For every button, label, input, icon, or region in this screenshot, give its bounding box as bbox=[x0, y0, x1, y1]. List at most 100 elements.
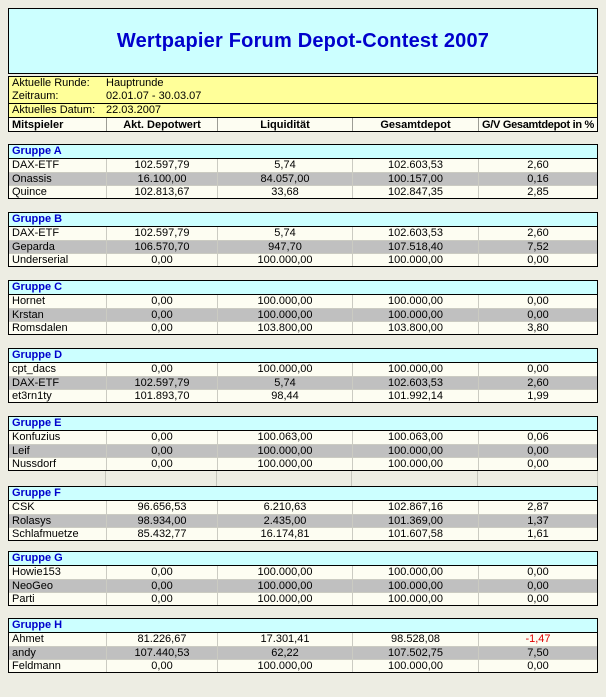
player-cell: Ahmet bbox=[12, 633, 44, 645]
depotwert-cell: 102.597,79 bbox=[106, 227, 217, 240]
gv-cell: 0,00 bbox=[478, 593, 597, 605]
table-row: Quince 102.813,67 33,68 102.847,35 2,85 bbox=[9, 185, 597, 198]
group-name: Gruppe A bbox=[12, 145, 62, 157]
column-header-gv: G/V Gesamtdepot in % bbox=[478, 118, 597, 131]
table-row: CSK 96.656,53 6.210,63 102.867,16 2,87 bbox=[9, 501, 597, 514]
liquiditaet-cell: 98,44 bbox=[217, 390, 352, 402]
depotwert-cell: 102.597,79 bbox=[106, 377, 217, 389]
depotwert-cell: 16.100,00 bbox=[106, 173, 217, 185]
liquiditaet-cell: 100.000,00 bbox=[217, 458, 352, 470]
table-row: Underserial 0,00 100.000,00 100.000,00 0… bbox=[9, 253, 597, 266]
gv-cell: 2,60 bbox=[478, 159, 597, 172]
player-cell: Geparda bbox=[12, 241, 55, 253]
group-d: Gruppe D cpt_dacs 0,00 100.000,00 100.00… bbox=[8, 348, 598, 403]
group-f: Gruppe F CSK 96.656,53 6.210,63 102.867,… bbox=[8, 486, 598, 541]
player-cell: et3rn1ty bbox=[12, 390, 52, 402]
group-a: Gruppe A DAX-ETF 102.597,79 5,74 102.603… bbox=[8, 144, 598, 199]
gesamtdepot-cell: 100.000,00 bbox=[352, 580, 478, 592]
player-cell: Krstan bbox=[12, 309, 44, 321]
gesamtdepot-cell: 107.502,75 bbox=[352, 647, 478, 659]
info-block-date: Aktuelles Datum: 22.03.2007 bbox=[8, 103, 598, 118]
depotwert-cell: 0,00 bbox=[106, 363, 217, 376]
gesamtdepot-cell: 107.518,40 bbox=[352, 241, 478, 253]
player-cell: DAX-ETF bbox=[12, 377, 60, 389]
group-name: Gruppe H bbox=[12, 619, 63, 631]
table-row: Hornet 0,00 100.000,00 100.000,00 0,00 bbox=[9, 295, 597, 308]
gesamtdepot-cell: 102.603,53 bbox=[352, 227, 478, 240]
table-row: cpt_dacs 0,00 100.000,00 100.000,00 0,00 bbox=[9, 363, 597, 376]
gesamtdepot-cell: 102.867,16 bbox=[352, 501, 478, 514]
group-b: Gruppe B DAX-ETF 102.597,79 5,74 102.603… bbox=[8, 212, 598, 267]
liquiditaet-cell: 84.057,00 bbox=[217, 173, 352, 185]
liquiditaet-cell: 103.800,00 bbox=[217, 322, 352, 334]
depotwert-cell: 101.893,70 bbox=[106, 390, 217, 402]
table-row: et3rn1ty 101.893,70 98,44 101.992,14 1,9… bbox=[9, 389, 597, 402]
group-name: Gruppe G bbox=[12, 552, 63, 564]
player-cell: cpt_dacs bbox=[12, 363, 57, 375]
info-label: Aktuelles Datum: bbox=[12, 104, 96, 116]
gv-cell: 2,87 bbox=[478, 501, 597, 514]
gv-cell: 0,00 bbox=[478, 363, 597, 376]
gv-cell: 0,00 bbox=[478, 580, 597, 592]
liquiditaet-cell: 17.301,41 bbox=[217, 633, 352, 646]
table-row: Rolasys 98.934,00 2.435,00 101.369,00 1,… bbox=[9, 514, 597, 527]
depotwert-cell: 0,00 bbox=[106, 580, 217, 592]
player-cell: CSK bbox=[12, 501, 35, 513]
gv-cell: 0,16 bbox=[478, 173, 597, 185]
depotwert-cell: 0,00 bbox=[106, 322, 217, 334]
depotwert-cell: 85.432,77 bbox=[106, 528, 217, 540]
depotwert-cell: 98.934,00 bbox=[106, 515, 217, 527]
spreadsheet-report: Wertpapier Forum Depot-Contest 2007 Aktu… bbox=[8, 8, 598, 673]
gv-cell: 1,61 bbox=[478, 528, 597, 540]
player-cell: Konfuzius bbox=[12, 431, 61, 443]
gesamtdepot-cell: 100.000,00 bbox=[352, 566, 478, 579]
group-name: Gruppe D bbox=[12, 349, 63, 361]
gv-cell: 0,00 bbox=[478, 660, 597, 672]
gv-cell: 0,00 bbox=[478, 566, 597, 579]
depotwert-cell: 107.440,53 bbox=[106, 647, 217, 659]
gv-cell: 0,00 bbox=[478, 309, 597, 321]
depotwert-cell: 106.570,70 bbox=[106, 241, 217, 253]
info-label: Aktuelle Runde: bbox=[12, 77, 90, 89]
table-row: Geparda 106.570,70 947,70 107.518,40 7,5… bbox=[9, 240, 597, 253]
gv-cell: 1,99 bbox=[478, 390, 597, 402]
liquiditaet-cell: 100.000,00 bbox=[217, 309, 352, 321]
liquiditaet-cell: 33,68 bbox=[217, 186, 352, 198]
depotwert-cell: 0,00 bbox=[106, 445, 217, 457]
table-row: DAX-ETF 102.597,79 5,74 102.603,53 2,60 bbox=[9, 227, 597, 240]
group-name: Gruppe C bbox=[12, 281, 63, 293]
group-name: Gruppe F bbox=[12, 487, 61, 499]
depotwert-cell: 0,00 bbox=[106, 431, 217, 444]
group-header: Gruppe H bbox=[9, 619, 597, 633]
player-cell: NeoGeo bbox=[12, 580, 53, 592]
player-cell: Howie153 bbox=[12, 566, 61, 578]
gesamtdepot-cell: 100.000,00 bbox=[352, 445, 478, 457]
depotwert-cell: 102.813,67 bbox=[106, 186, 217, 198]
table-row: NeoGeo 0,00 100.000,00 100.000,00 0,00 bbox=[9, 579, 597, 592]
info-row-runde: Aktuelle Runde: Hauptrunde bbox=[9, 77, 597, 90]
table-row: Schlafmuetze 85.432,77 16.174,81 101.607… bbox=[9, 527, 597, 540]
player-cell: DAX-ETF bbox=[12, 159, 60, 171]
depotwert-cell: 102.597,79 bbox=[106, 159, 217, 172]
info-block-round: Aktuelle Runde: Hauptrunde Zeitraum: 02.… bbox=[8, 76, 598, 104]
empty-cell bbox=[351, 471, 477, 486]
gesamtdepot-cell: 100.000,00 bbox=[352, 295, 478, 308]
gv-cell: 7,50 bbox=[478, 647, 597, 659]
column-header-row: Mitspieler Akt. Depotwert Liquidität Ges… bbox=[8, 117, 598, 132]
gesamtdepot-cell: 102.603,53 bbox=[352, 377, 478, 389]
table-row: Krstan 0,00 100.000,00 100.000,00 0,00 bbox=[9, 308, 597, 321]
liquiditaet-cell: 100.000,00 bbox=[217, 566, 352, 579]
player-cell: Rolasys bbox=[12, 515, 52, 527]
table-row: Konfuzius 0,00 100.063,00 100.063,00 0,0… bbox=[9, 431, 597, 444]
info-value: Hauptrunde bbox=[106, 77, 164, 89]
gv-cell: 0,00 bbox=[478, 445, 597, 457]
group-header: Gruppe C bbox=[9, 281, 597, 295]
gv-cell: 3,80 bbox=[478, 322, 597, 334]
group-header: Gruppe F bbox=[9, 487, 597, 501]
table-row: Feldmann 0,00 100.000,00 100.000,00 0,00 bbox=[9, 659, 597, 672]
player-cell: Parti bbox=[12, 593, 35, 605]
column-header-gesamtdepot: Gesamtdepot bbox=[352, 118, 478, 131]
empty-grid-row bbox=[8, 471, 598, 486]
liquiditaet-cell: 5,74 bbox=[217, 377, 352, 389]
depotwert-cell: 0,00 bbox=[106, 458, 217, 470]
